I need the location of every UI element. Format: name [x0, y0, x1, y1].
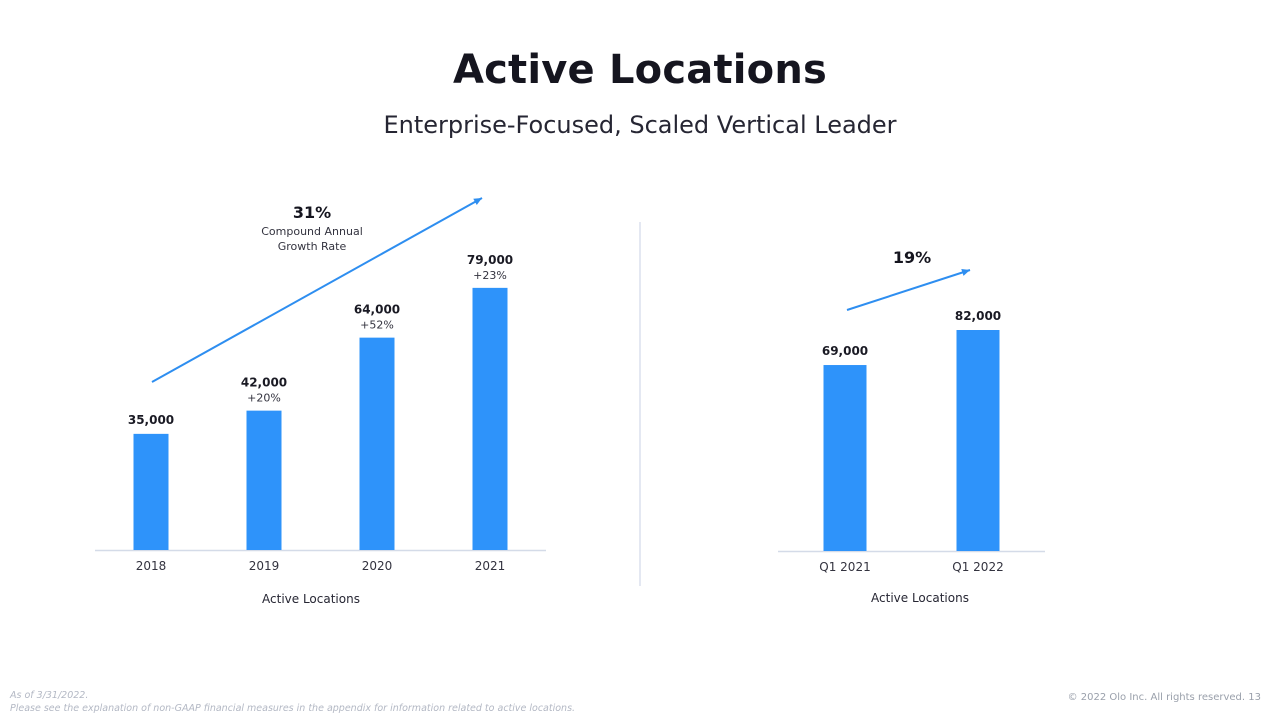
slide-title: Active Locations [452, 47, 828, 93]
data-label-q1-2022: 82,000 [955, 309, 1001, 323]
annual-cagr-caption-2: Growth Rate [278, 240, 347, 253]
bar-q1-2021 [823, 365, 867, 551]
bar-2019 [246, 410, 282, 550]
quarterly-growth-rate: 19% [893, 248, 931, 267]
tick-label-2019: 2019 [249, 559, 280, 573]
data-label-2020: 64,000 [354, 303, 400, 317]
data-label-2021: 79,000 [467, 253, 513, 267]
annual-cagr-caption-1: Compound Annual [261, 225, 363, 238]
quarterly-trend-arrow [846, 269, 971, 311]
data-label-q1-2021: 69,000 [822, 344, 868, 358]
tick-label-q1-2022: Q1 2022 [952, 560, 1003, 574]
copyright-notice: © 2022 Olo Inc. All rights reserved. 13 [1068, 692, 1261, 703]
quarterly-trend-arrow-head [961, 269, 970, 276]
page-number: 13 [1248, 692, 1261, 703]
tick-label-2020: 2020 [362, 559, 393, 573]
annual-x-axis-title: Active Locations [262, 592, 360, 606]
growth-label-2020: +52% [360, 319, 394, 332]
annual-trend-arrow-head [473, 198, 482, 206]
data-label-2018: 35,000 [128, 413, 174, 427]
bar-2018 [133, 433, 169, 550]
growth-label-2019: +20% [247, 392, 281, 405]
bar-2020 [359, 337, 395, 550]
tick-label-2018: 2018 [136, 559, 167, 573]
tick-label-q1-2021: Q1 2021 [819, 560, 870, 574]
footnote-date: As of 3/31/2022. [10, 690, 89, 701]
bar-2021 [472, 287, 508, 550]
growth-label-2021: +23% [473, 269, 507, 282]
copyright-text: © 2022 Olo Inc. All rights reserved. [1067, 692, 1246, 703]
quarterly-x-axis-title: Active Locations [871, 591, 969, 605]
footnote-disclaimer: Please see the explanation of non-GAAP f… [10, 703, 576, 714]
tick-label-2021: 2021 [475, 559, 506, 573]
chart-divider [639, 222, 641, 586]
slide-subtitle: Enterprise-Focused, Scaled Vertical Lead… [383, 111, 897, 139]
annual-growth-rate: 31% [293, 203, 331, 222]
bar-q1-2022 [956, 330, 1000, 551]
data-label-2019: 42,000 [241, 376, 287, 390]
annual-trend-arrow [151, 197, 483, 383]
